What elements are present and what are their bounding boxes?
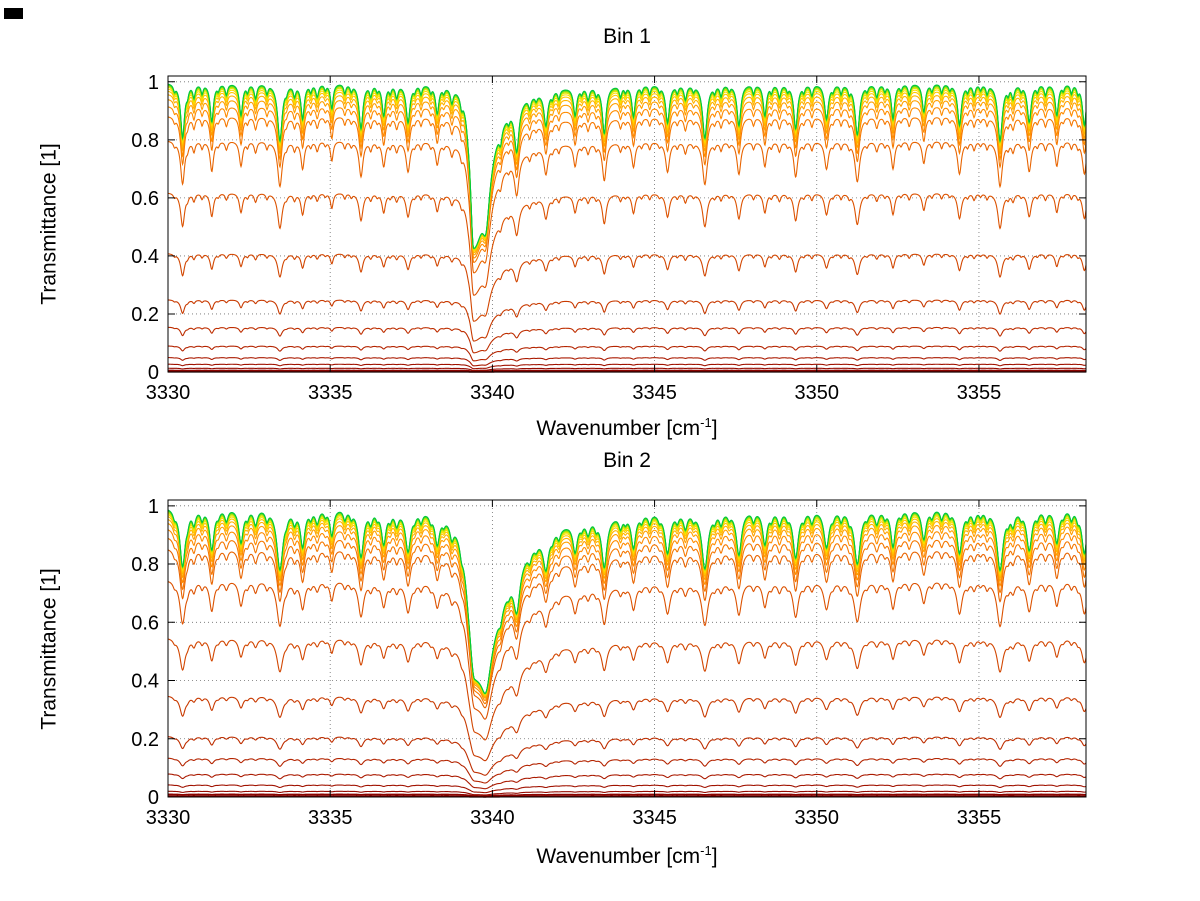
bin2-plot-canvas	[0, 445, 1200, 901]
bin2-xlabel-close: ]	[711, 845, 718, 868]
bin1-xlabel-close: ]	[711, 417, 718, 440]
bin1-ylabel-box: Transmittance [1]	[28, 76, 72, 372]
bin1-title: Bin 1	[603, 25, 651, 48]
bin1-xlabel-text: Wavenumber [cm	[536, 417, 701, 440]
bin1-y-axis-label: Transmittance [1]	[38, 143, 62, 305]
bin1-plot-canvas	[0, 0, 1200, 445]
bin1-x-axis-label: Wavenumber [cm-1]	[168, 410, 1086, 441]
bin2-xlabel-text: Wavenumber [cm	[536, 845, 701, 868]
bin2-ylabel-box: Transmittance [1]	[28, 500, 72, 797]
bin2-xlabel-superscript: -1	[700, 843, 712, 858]
bin2-y-axis-label: Transmittance [1]	[38, 567, 62, 730]
bin1-xlabel-superscript: -1	[700, 415, 712, 430]
bin2-title: Bin 2	[603, 449, 651, 472]
bin2-x-axis-label: Wavenumber [cm-1]	[168, 838, 1086, 869]
